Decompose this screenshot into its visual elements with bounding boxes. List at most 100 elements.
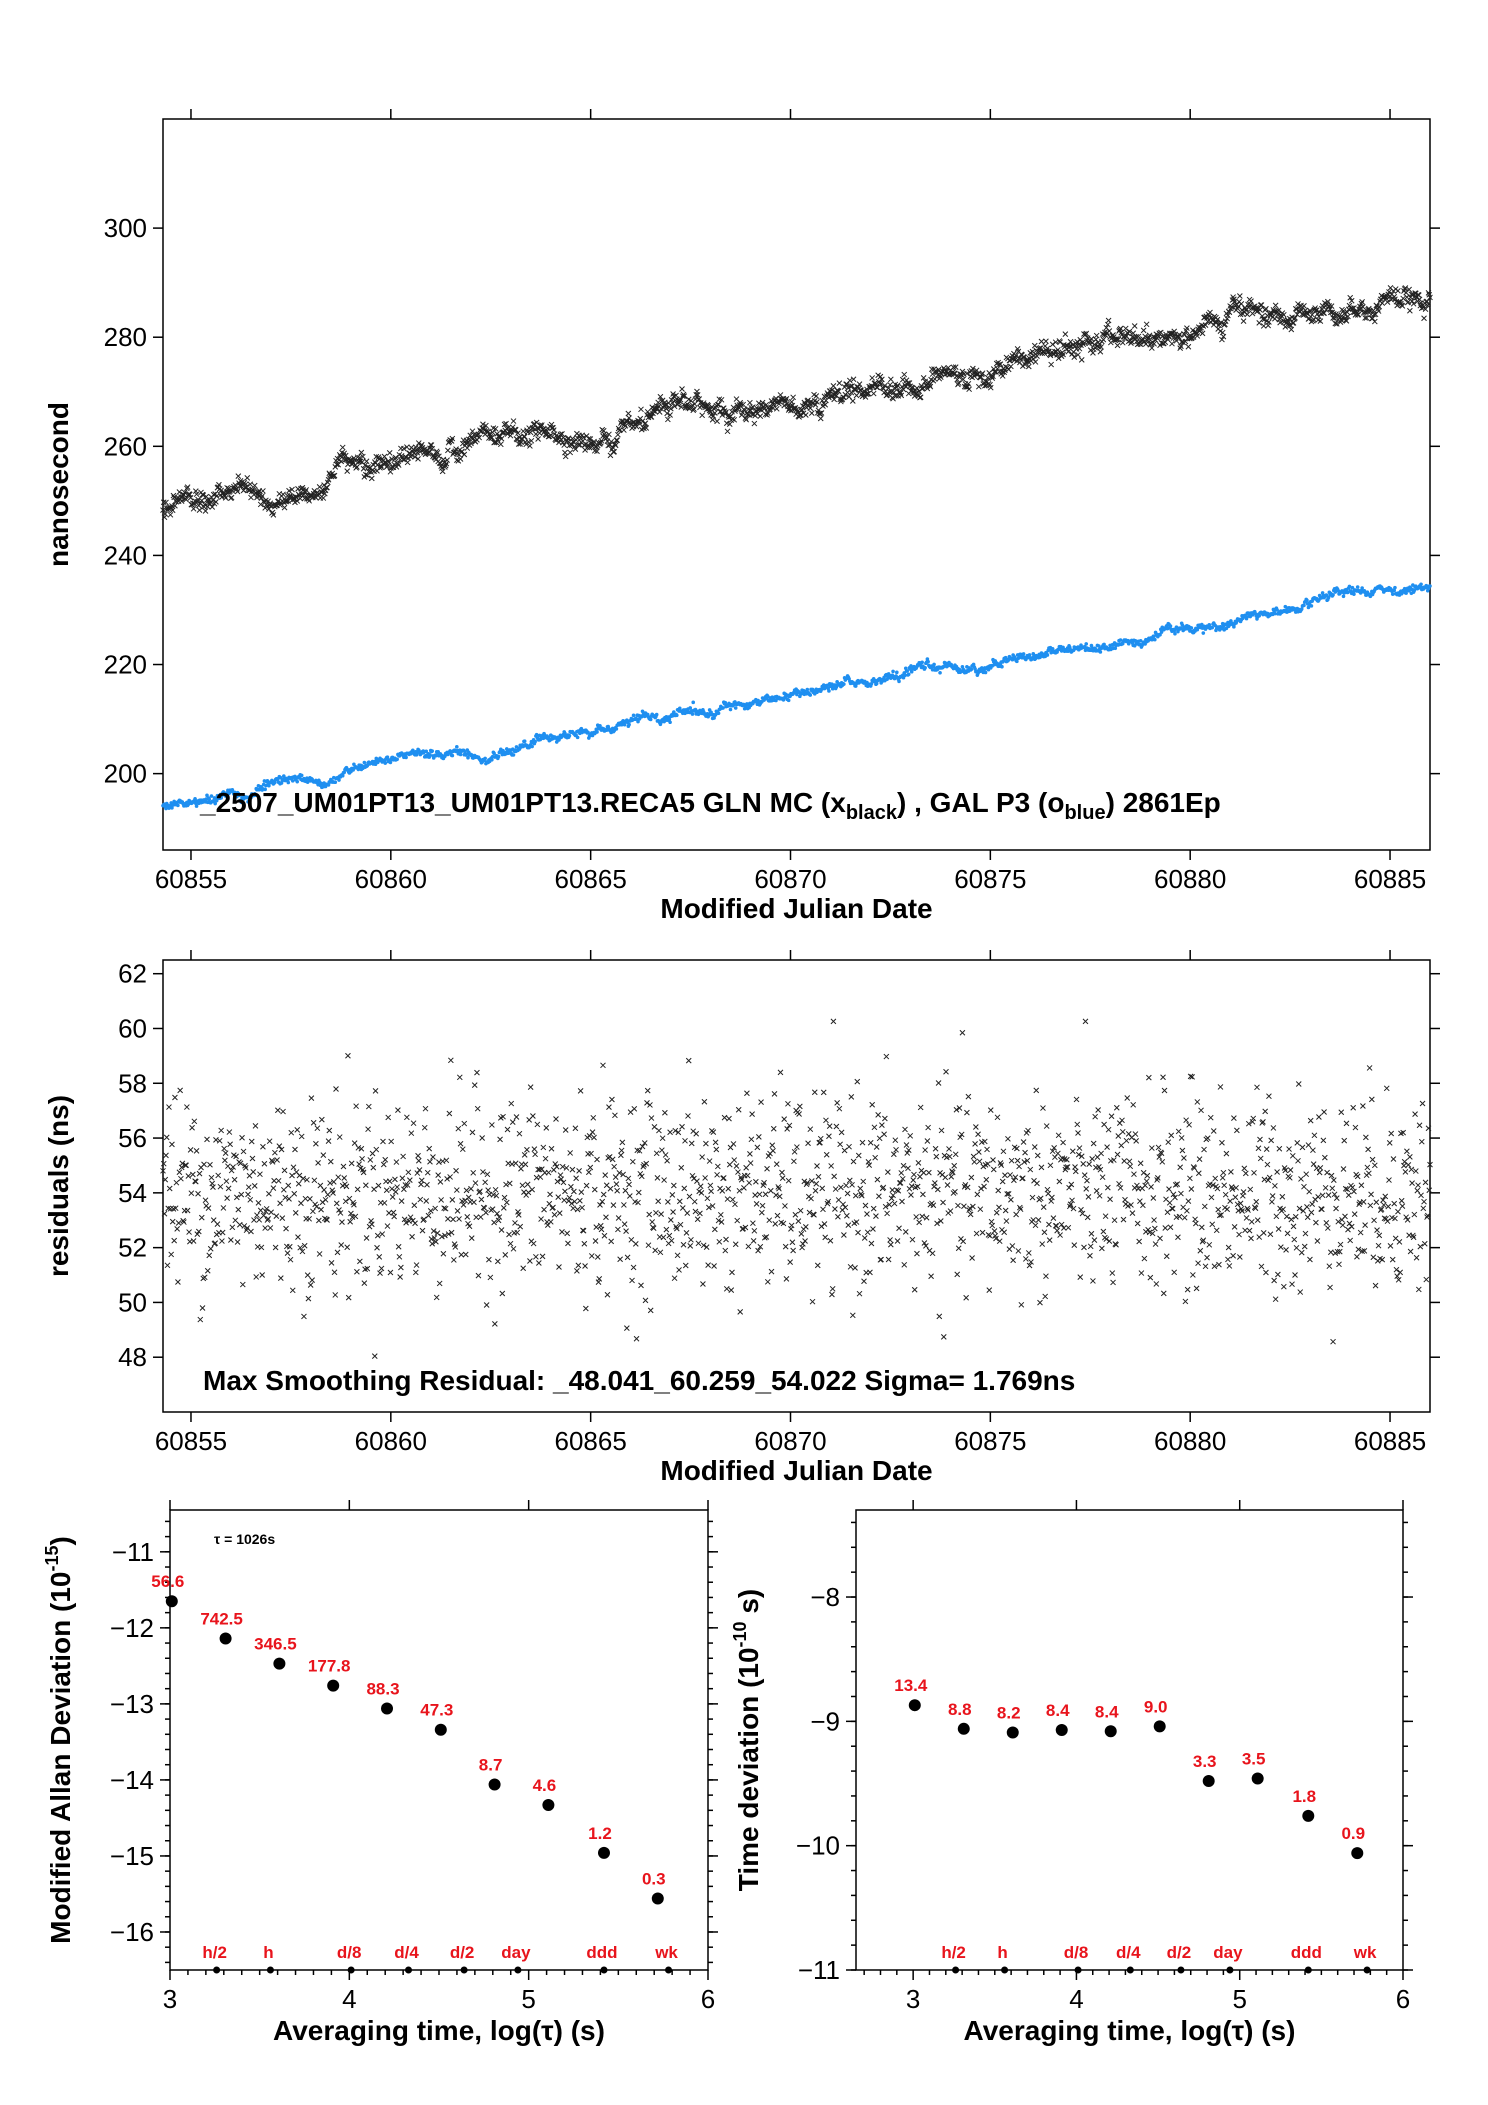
data-point (1060, 1139, 1066, 1146)
data-point (975, 1131, 981, 1138)
data-point (479, 1135, 486, 1141)
data-point (932, 1145, 939, 1152)
data-point (456, 1074, 463, 1081)
data-point (551, 1211, 558, 1218)
data-point (732, 1201, 738, 1208)
data-point (821, 1221, 828, 1227)
data-point (232, 1217, 239, 1224)
data-point (820, 1089, 827, 1096)
data-point (606, 431, 612, 438)
data-point (1204, 1254, 1210, 1261)
data-point (758, 1209, 765, 1216)
data-point (657, 393, 664, 400)
data-point (859, 1139, 866, 1146)
data-point (277, 1200, 283, 1207)
data-point (744, 1090, 750, 1097)
data-point (207, 797, 212, 802)
data-point (412, 1269, 419, 1276)
data-point (864, 1211, 870, 1217)
data-point (296, 1172, 303, 1179)
data-point (867, 1139, 874, 1146)
data-point (562, 1127, 569, 1133)
data-point (1171, 1269, 1178, 1276)
data-point (896, 388, 903, 395)
data-point (920, 375, 927, 381)
data-point (497, 441, 504, 448)
data-point (917, 394, 924, 401)
data-point (797, 1207, 804, 1214)
data-point (164, 1262, 171, 1269)
data-point (1406, 286, 1412, 293)
data-point (345, 1294, 352, 1301)
data-point (1415, 292, 1422, 298)
data-point (798, 1231, 805, 1237)
data-point (596, 1276, 603, 1282)
data-point (1301, 303, 1307, 309)
data-point (1118, 1142, 1125, 1149)
data-point (1126, 1158, 1133, 1165)
data-point (615, 431, 621, 438)
data-point (1088, 1230, 1095, 1237)
data-point (1057, 1232, 1063, 1238)
data-point (462, 1251, 469, 1258)
data-point (1159, 1158, 1166, 1165)
data-point (829, 387, 835, 394)
data-point (1042, 1293, 1049, 1300)
data-point (582, 1305, 589, 1312)
data-point (805, 397, 811, 404)
data-point (547, 1191, 553, 1198)
data-point (995, 1187, 1002, 1194)
data-point (952, 364, 959, 370)
data-point (302, 1195, 309, 1202)
data-point (685, 1057, 692, 1064)
data-point (898, 392, 905, 399)
data-point (711, 410, 718, 416)
data-point (901, 371, 908, 378)
data-point (388, 760, 393, 765)
data-point (746, 1179, 752, 1186)
data-point (235, 473, 242, 479)
data-point (1226, 1263, 1233, 1269)
data-point (1020, 1139, 1027, 1145)
data-point (465, 436, 472, 443)
data-point (680, 391, 687, 398)
data-point (830, 383, 837, 389)
data-point (1057, 339, 1063, 345)
data-point (872, 1154, 879, 1161)
y-axis-label: residuals (ns) (43, 1095, 74, 1277)
data-point (662, 1109, 668, 1116)
data-point (257, 1207, 264, 1214)
data-point (578, 1189, 585, 1195)
data-point (250, 1169, 257, 1175)
data-point (1256, 1234, 1263, 1240)
data-point (802, 412, 809, 418)
annotation-subscript: black (846, 802, 898, 824)
data-point (871, 1124, 878, 1131)
data-point (600, 1191, 607, 1198)
data-point (752, 1192, 758, 1198)
data-point (1083, 1185, 1090, 1192)
data-point (175, 1220, 182, 1226)
data-point (569, 1166, 576, 1173)
data-point (638, 1282, 644, 1289)
data-point (925, 1124, 931, 1131)
data-point (621, 427, 627, 433)
data-point (1131, 323, 1138, 329)
data-point (923, 1214, 930, 1221)
data-point (1007, 1172, 1014, 1178)
data-point (1048, 361, 1055, 368)
data-point (1096, 1192, 1103, 1199)
data-point (436, 453, 442, 460)
data-point (574, 1206, 581, 1213)
data-point (722, 1247, 729, 1254)
data-point (629, 1158, 636, 1165)
data-point (1071, 1242, 1078, 1248)
data-point (661, 1177, 667, 1183)
data-point (1014, 1157, 1021, 1164)
data-point (1345, 313, 1351, 320)
data-point (1343, 318, 1350, 324)
data-point (1076, 1145, 1083, 1151)
data-point (1009, 1243, 1016, 1249)
data-point (425, 450, 432, 457)
data-point (330, 1179, 337, 1185)
